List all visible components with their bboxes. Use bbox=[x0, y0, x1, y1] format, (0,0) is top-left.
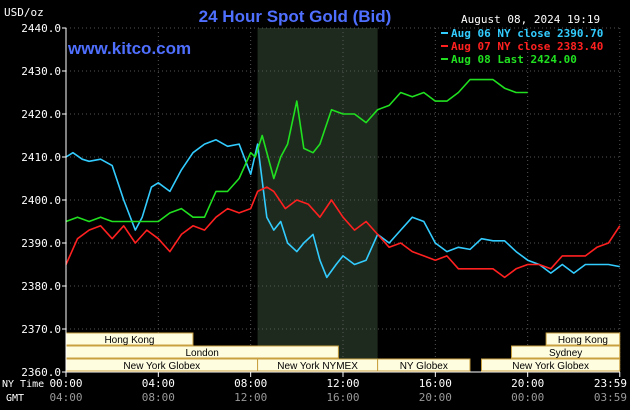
y-tick-label: 2410.0 bbox=[21, 151, 61, 164]
session-label: Sydney bbox=[549, 348, 582, 359]
series-line-aug08 bbox=[65, 78, 528, 223]
ny-time-label: NY Time bbox=[2, 379, 44, 390]
y-tick-label: 2380.0 bbox=[21, 280, 61, 293]
series-lines bbox=[65, 78, 621, 279]
unit-label: USD/oz bbox=[4, 6, 44, 19]
x-tick-label-ny: 23:59 bbox=[594, 377, 627, 390]
session-label: London bbox=[186, 348, 219, 359]
legend-entry-aug06: Aug 06 NY close 2390.70 bbox=[451, 27, 603, 40]
session-label: Hong Kong bbox=[558, 335, 608, 346]
x-tick-label-gmt: 03:59 bbox=[594, 391, 627, 404]
x-tick-label-gmt: 16:00 bbox=[326, 391, 359, 404]
y-tick-label: 2400.0 bbox=[21, 194, 61, 207]
x-tick-label-ny: 16:00 bbox=[419, 377, 452, 390]
nymex-session-shade bbox=[257, 28, 378, 372]
session-label: New York NYMEX bbox=[277, 361, 358, 372]
chart-title: 24 Hour Spot Gold (Bid) bbox=[199, 7, 392, 26]
x-tick-label-gmt: 08:00 bbox=[142, 391, 175, 404]
x-tick-label-ny: 12:00 bbox=[326, 377, 359, 390]
session-bar bbox=[377, 358, 471, 372]
legend-entry-aug08: Aug 08 Last 2424.00 bbox=[451, 53, 577, 66]
x-tick-label-gmt: 20:00 bbox=[419, 391, 452, 404]
y-axis-ticks: 2440.0 2430.0 2420.0 2410.0 2400.0 2390.0 2380… bbox=[21, 22, 66, 379]
session-label: New York Globex bbox=[512, 361, 589, 372]
x-tick-label-ny: 04:00 bbox=[142, 377, 175, 390]
session-bar bbox=[511, 345, 621, 359]
legend-entry-aug07: Aug 07 NY close 2383.40 bbox=[451, 40, 603, 53]
x-tick-label-ny: 08:00 bbox=[234, 377, 267, 390]
y-tick-label: 2430.0 bbox=[21, 65, 61, 78]
x-tick-label-gmt: 00:00 bbox=[511, 391, 544, 404]
x-tick-label-gmt: 04:00 bbox=[49, 391, 82, 404]
y-tick-label: 2440.0 bbox=[21, 22, 61, 35]
y-tick-label: 2420.0 bbox=[21, 108, 61, 121]
y-tick-label: 2370.0 bbox=[21, 323, 61, 336]
timestamp: August 08, 2024 19:19 bbox=[461, 13, 600, 26]
y-tick-label: 2360.0 bbox=[21, 366, 61, 379]
session-label: New York Globex bbox=[123, 361, 200, 372]
source-watermark: www.kitco.com bbox=[67, 39, 191, 58]
series-line-aug07 bbox=[65, 186, 621, 279]
session-bar bbox=[481, 358, 621, 372]
series-line-aug06 bbox=[65, 139, 620, 279]
x-tick-label-gmt: 12:00 bbox=[234, 391, 267, 404]
x-tick-label-ny: 00:00 bbox=[49, 377, 82, 390]
gmt-label: GMT bbox=[6, 393, 24, 404]
session-bar bbox=[545, 332, 621, 346]
x-tick-label-ny: 20:00 bbox=[511, 377, 544, 390]
x-axis-ticks: 00:0004:0004:0008:0008:0012:0012:0016:00… bbox=[49, 372, 627, 404]
y-tick-label: 2390.0 bbox=[21, 237, 61, 250]
session-label: NY Globex bbox=[400, 361, 448, 372]
session-label: Hong Kong bbox=[104, 335, 154, 346]
